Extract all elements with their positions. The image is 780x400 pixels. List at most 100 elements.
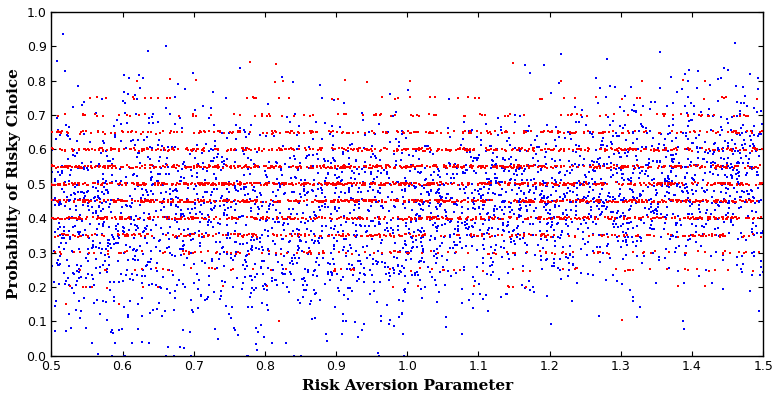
Point <box>54 224 66 231</box>
Point <box>92 212 105 219</box>
Point <box>113 180 126 186</box>
Point <box>417 249 429 256</box>
Point <box>381 146 393 152</box>
Point <box>374 185 386 192</box>
Point <box>699 138 711 145</box>
Point <box>611 278 623 285</box>
Point <box>84 221 97 227</box>
Point <box>735 124 747 131</box>
Point <box>709 232 722 238</box>
Point <box>144 196 157 203</box>
Point <box>726 182 739 188</box>
Point <box>210 214 222 220</box>
Point <box>228 111 240 118</box>
Point <box>375 203 388 210</box>
Point <box>137 179 150 186</box>
Point <box>604 198 616 204</box>
Point <box>655 181 668 188</box>
Point <box>672 196 685 203</box>
Point <box>590 164 603 170</box>
Point <box>529 162 541 168</box>
Point <box>237 145 250 152</box>
Point <box>434 243 446 249</box>
Point <box>125 204 137 210</box>
Point <box>190 164 203 170</box>
Point <box>61 164 73 170</box>
Point <box>447 128 459 134</box>
Point <box>492 225 505 232</box>
Point <box>374 233 387 240</box>
Point <box>205 146 218 152</box>
Point <box>531 242 544 248</box>
Point <box>619 147 632 153</box>
Point <box>383 174 395 181</box>
Point <box>207 155 220 161</box>
Point <box>74 229 87 236</box>
Point <box>653 148 665 154</box>
Point <box>108 293 121 300</box>
Point <box>119 180 131 186</box>
Point <box>119 233 131 239</box>
Point <box>170 232 183 239</box>
Point <box>496 146 509 152</box>
Point <box>662 249 675 255</box>
Point <box>431 255 443 261</box>
Point <box>457 169 470 175</box>
Point <box>318 280 331 287</box>
Point <box>357 265 370 271</box>
Point <box>578 179 590 186</box>
Point <box>356 166 369 172</box>
Point <box>385 217 397 223</box>
Point <box>697 145 709 152</box>
Point <box>136 75 149 81</box>
Point <box>265 128 278 134</box>
Point <box>229 231 241 237</box>
Point <box>166 164 179 170</box>
Point <box>128 96 140 102</box>
Point <box>308 233 321 239</box>
Point <box>661 182 673 189</box>
Point <box>475 180 488 187</box>
Point <box>246 94 259 101</box>
Point <box>511 234 523 240</box>
Point <box>240 222 253 228</box>
Point <box>228 324 240 331</box>
Point <box>152 118 165 125</box>
Point <box>79 180 91 186</box>
Point <box>736 83 749 90</box>
Point <box>177 243 190 249</box>
Point <box>720 198 732 205</box>
Point <box>570 129 583 135</box>
Point <box>747 194 760 200</box>
Point <box>99 267 112 273</box>
Point <box>108 236 120 242</box>
Point <box>739 140 751 147</box>
Point <box>466 242 478 249</box>
Point <box>328 242 340 249</box>
Point <box>335 178 347 184</box>
Point <box>651 214 664 220</box>
Point <box>402 214 415 220</box>
Point <box>361 232 374 239</box>
Point <box>121 120 133 126</box>
Point <box>150 164 162 170</box>
Point <box>459 169 471 176</box>
Point <box>311 214 324 221</box>
Point <box>333 180 346 186</box>
Point <box>247 232 260 239</box>
Point <box>655 234 668 240</box>
Point <box>215 277 228 284</box>
Point <box>300 202 313 208</box>
Point <box>480 181 493 188</box>
Point <box>187 214 200 220</box>
Point <box>135 182 147 188</box>
Point <box>680 181 693 188</box>
Point <box>368 111 381 118</box>
Point <box>62 129 74 136</box>
Point <box>388 254 400 260</box>
Point <box>128 231 140 237</box>
Point <box>633 170 646 176</box>
Point <box>406 238 419 245</box>
Point <box>191 191 204 197</box>
Point <box>204 192 217 198</box>
